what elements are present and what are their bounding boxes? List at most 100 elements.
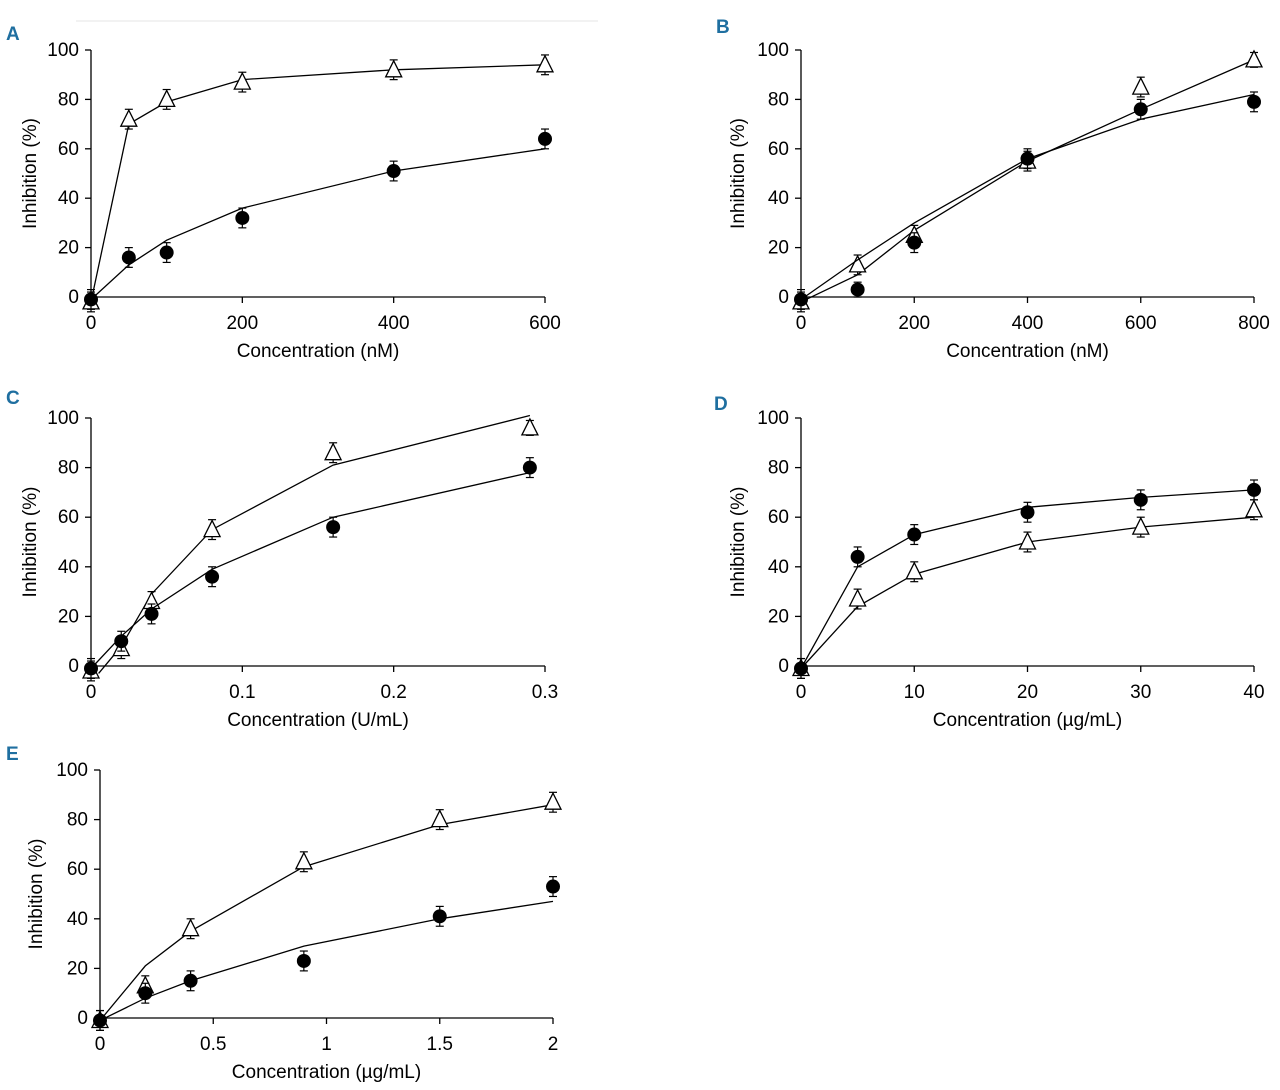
x-tick-label: 200 — [898, 313, 930, 334]
series-triangle — [791, 499, 1264, 680]
y-tick-label: 20 — [768, 238, 789, 259]
data-point-circle — [235, 210, 250, 225]
data-point-circle — [1133, 102, 1148, 117]
fit-line-triangle — [800, 516, 1255, 669]
data-point-circle — [1020, 151, 1035, 166]
y-axis-title: Inhibition (%) — [20, 487, 41, 598]
panel-letter: D — [714, 394, 728, 415]
x-axis-title: Concentration (µg/mL) — [232, 1062, 421, 1083]
y-tick-label: 20 — [768, 606, 789, 627]
fit-line-circle — [800, 93, 1255, 301]
y-tick-label: 100 — [757, 40, 789, 61]
y-tick-label: 80 — [58, 458, 79, 479]
fit-line-circle — [90, 471, 531, 669]
data-point-triangle — [905, 561, 924, 580]
x-tick-label: 600 — [1125, 313, 1157, 334]
chart-panel-b: B 0 20 40 60 80 100 0 200 400 600 800 Concentration … — [716, 17, 1270, 362]
y-tick-label: 60 — [58, 139, 79, 160]
data-point-triangle — [233, 71, 252, 90]
data-point-triangle — [1131, 516, 1150, 535]
y-tick-label: 0 — [778, 656, 789, 677]
data-point-circle — [546, 879, 560, 894]
y-tick-label: 60 — [768, 507, 789, 528]
data-point-triangle — [1131, 76, 1150, 95]
chart-panel-a: A 0 20 40 60 80 100 0 200 400 600 Concentration (nM… — [6, 24, 561, 362]
data-point-circle — [794, 292, 808, 307]
x-tick-label: 800 — [1238, 313, 1270, 334]
x-axis-title: Concentration (µg/mL) — [933, 710, 1122, 731]
fit-line-circle — [90, 148, 546, 300]
y-tick-label: 100 — [47, 40, 79, 61]
y-tick-label: 80 — [768, 89, 789, 110]
y-tick-label: 100 — [56, 760, 88, 781]
data-point-circle — [538, 131, 552, 146]
series-triangle — [81, 54, 555, 313]
data-point-circle — [138, 986, 153, 1001]
y-tick-label: 40 — [768, 557, 789, 578]
x-tick-label: 0.5 — [200, 1034, 226, 1055]
panel-letter: B — [716, 17, 730, 38]
data-point-circle — [121, 250, 136, 265]
x-axis-title: Concentration (U/mL) — [227, 710, 409, 731]
x-tick-label: 200 — [226, 313, 258, 334]
x-tick-label: 0 — [796, 313, 807, 334]
data-point-circle — [1133, 492, 1148, 507]
chart-panel-d: D 0 20 40 60 80 100 0 10 20 30 40 Concentration (µg/… — [714, 394, 1265, 731]
y-axis-title: Inhibition (%) — [728, 118, 749, 229]
y-tick-label: 40 — [58, 557, 79, 578]
series-circle — [84, 457, 537, 680]
y-tick-label: 60 — [58, 507, 79, 528]
data-point-triangle — [119, 108, 138, 127]
y-tick-label: 40 — [768, 188, 789, 209]
data-point-circle — [432, 909, 447, 924]
data-point-circle — [205, 569, 220, 584]
x-tick-label: 2 — [548, 1034, 559, 1055]
data-point-circle — [850, 282, 865, 297]
fit-line-triangle — [98, 414, 531, 674]
y-axis-title: Inhibition (%) — [20, 118, 41, 229]
data-point-triangle — [1018, 531, 1037, 550]
series-triangle — [791, 49, 1264, 313]
y-tick-label: 80 — [768, 458, 789, 479]
data-point-triangle — [520, 417, 539, 436]
data-point-circle — [159, 245, 174, 260]
data-point-circle — [144, 606, 159, 621]
x-tick-label: 400 — [378, 313, 410, 334]
x-tick-label: 0 — [95, 1034, 106, 1055]
x-tick-label: 400 — [1012, 313, 1044, 334]
data-point-circle — [1247, 94, 1261, 109]
data-point-triangle — [157, 88, 176, 108]
series-circle — [794, 479, 1261, 680]
x-axis-title: Concentration (nM) — [946, 341, 1109, 362]
x-tick-label: 0.3 — [532, 682, 558, 703]
fit-line-circle — [99, 900, 554, 1022]
data-point-circle — [794, 661, 808, 676]
fit-line-triangle — [99, 804, 554, 1021]
x-tick-label: 600 — [529, 313, 561, 334]
series-circle — [93, 876, 560, 1032]
series-circle — [84, 128, 552, 310]
y-tick-label: 80 — [67, 810, 88, 831]
x-tick-label: 1.5 — [427, 1034, 453, 1055]
data-point-circle — [84, 292, 98, 307]
data-point-circle — [1020, 505, 1035, 520]
data-point-circle — [1247, 482, 1261, 497]
x-tick-label: 0.1 — [229, 682, 255, 703]
data-point-triangle — [181, 918, 200, 937]
data-point-circle — [907, 527, 922, 542]
panel-letter: E — [6, 744, 19, 765]
x-tick-label: 40 — [1243, 682, 1264, 703]
fit-line-circle — [800, 489, 1255, 669]
data-point-circle — [386, 164, 401, 179]
y-tick-label: 0 — [68, 287, 79, 308]
y-tick-label: 40 — [58, 188, 79, 209]
y-axis-title: Inhibition (%) — [26, 839, 47, 950]
chart-panel-c: C 0 20 40 60 80 100 0 0.1 0.2 0.3 Concentration (U/… — [6, 388, 558, 731]
data-point-triangle — [1244, 49, 1264, 68]
x-tick-label: 1 — [321, 1034, 332, 1055]
y-tick-label: 0 — [68, 656, 79, 677]
data-point-circle — [296, 953, 311, 968]
series-triangle — [81, 414, 539, 682]
x-tick-label: 30 — [1130, 682, 1151, 703]
